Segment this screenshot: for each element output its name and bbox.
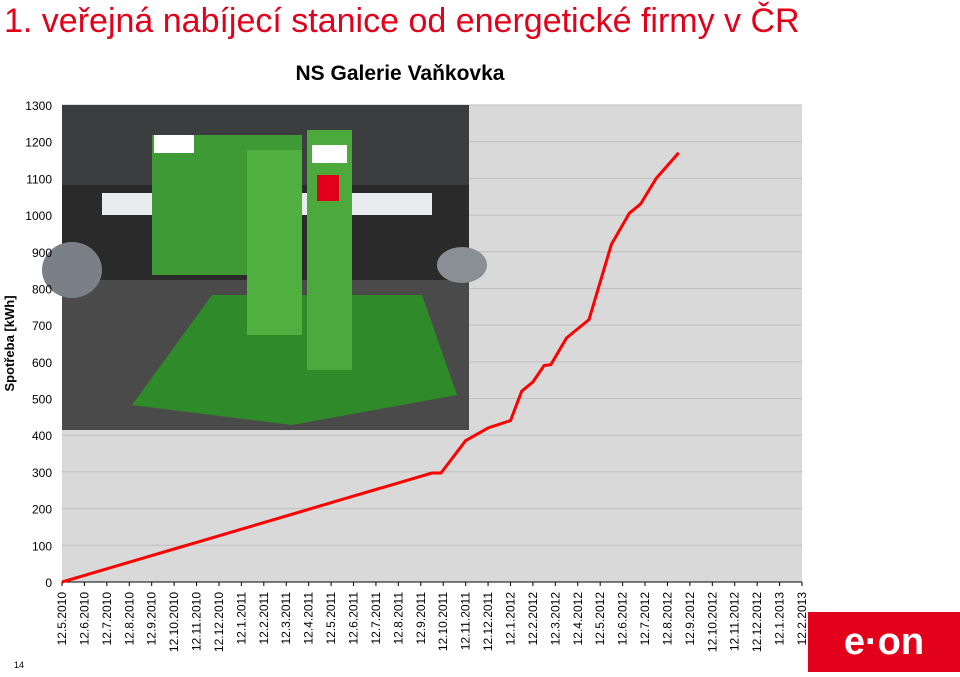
x-tick-label: 12.5.2010 [55,592,69,646]
x-tick-label: 12.11.2010 [190,592,204,651]
page-number: 14 [14,660,25,670]
x-axis-ticks: 12.5.2010 12.6.2010 12.7.2010 12.8.2010 12.9… [55,582,809,652]
y-axis-label: Spotřeba [kWh] [2,295,17,391]
x-tick-label: 12.10.2012 [705,592,719,652]
x-tick-label: 12.7.2010 [100,592,114,646]
x-tick-label: 12.1.2012 [503,592,517,646]
y-tick-label: 700 [32,319,52,333]
x-tick-label: 12.9.2010 [145,592,159,646]
x-tick-label: 12.11.2012 [728,592,742,651]
x-tick-label: 12.2.2012 [526,592,540,646]
photo-eon-sign [312,145,347,163]
x-tick-label: 12.2.2011 [257,592,271,645]
y-axis-ticks: 0 100 200 300 400 500 600 700 800 900 1000 1100 1200… [25,99,52,590]
y-tick-label: 1300 [25,99,52,113]
photo-eon-banner [154,135,194,153]
y-tick-label: 900 [32,246,52,260]
photo-pillar-right [307,130,352,370]
photo-pillar-left [247,150,302,335]
photo-car-left [42,242,102,298]
y-tick-label: 800 [32,282,52,296]
x-tick-label: 12.6.2012 [616,592,630,646]
y-tick-label: 300 [32,466,52,480]
photo-car-right [437,247,487,283]
chart-title: NS Galerie Vaňkovka [295,62,505,85]
slide-title: 1. veřejná nabíjecí stanice od energetic… [4,2,800,40]
x-tick-label: 12.9.2011 [414,592,428,645]
eon-logo-mark: e·on [808,612,960,672]
x-tick-label: 12.8.2011 [391,592,405,645]
x-tick-label: 12.2.2013 [795,592,809,646]
y-tick-label: 200 [32,503,52,517]
eon-logo-text: e·on [844,621,924,663]
x-tick-label: 12.10.2011 [436,592,450,651]
charging-station-photo [42,105,487,430]
x-tick-label: 12.9.2012 [683,592,697,646]
x-tick-label: 12.4.2012 [571,592,585,646]
x-tick-label: 12.5.2011 [324,592,338,645]
photo-grass-floor [132,295,457,425]
y-tick-label: 0 [45,576,52,590]
x-tick-label: 12.6.2010 [77,592,91,646]
x-tick-label: 12.1.2013 [773,592,787,646]
consumption-series-line [61,151,680,584]
photo-parking-sign [317,175,339,201]
y-tick-label: 1200 [25,136,52,150]
y-tick-label: 600 [32,356,52,370]
y-tick-label: 100 [32,539,52,553]
x-tick-label: 12.12.2010 [212,592,226,652]
x-tick-label: 12.1.2011 [234,592,248,645]
y-tick-label: 1000 [25,209,52,223]
x-tick-label: 12.5.2012 [593,592,607,646]
x-tick-label: 12.8.2010 [122,592,136,646]
x-tick-label: 12.10.2010 [167,592,181,652]
x-tick-label: 12.4.2011 [302,592,316,645]
x-tick-label: 12.7.2011 [369,592,383,645]
x-tick-label: 12.7.2012 [638,592,652,646]
eon-logo: e·on [808,612,960,672]
x-tick-label: 12.12.2011 [481,592,495,651]
y-tick-label: 400 [32,429,52,443]
x-tick-label: 12.8.2012 [660,592,674,646]
x-tick-label: 12.11.2011 [459,592,473,651]
x-tick-label: 12.3.2011 [279,592,293,645]
x-tick-label: 12.12.2012 [750,592,764,652]
x-tick-label: 12.6.2011 [347,592,361,645]
y-tick-label: 1100 [26,172,52,186]
y-tick-label: 500 [32,393,52,407]
x-tick-label: 12.3.2012 [548,592,562,646]
